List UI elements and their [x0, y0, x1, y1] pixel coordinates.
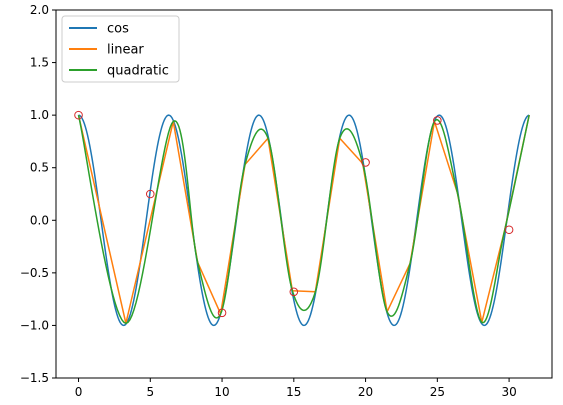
plot-frame [55, 9, 553, 379]
y-tick-label: 0.5 [30, 161, 49, 175]
series-line-cos [78, 114, 530, 327]
data-marker [361, 158, 370, 167]
y-tick-label: 0.0 [30, 213, 49, 227]
data-marker [74, 110, 83, 120]
x-tick-label: 20 [358, 385, 373, 399]
data-marker [433, 116, 442, 125]
x-tick-label: 5 [146, 385, 154, 399]
data-marker [145, 189, 155, 199]
y-tick-label: −1.5 [20, 371, 49, 385]
data-marker [217, 308, 227, 318]
legend-box [61, 15, 180, 83]
legend-label-linear: linear [107, 43, 144, 58]
plot-layer [74, 110, 530, 327]
legend-label-quadratic: quadratic [107, 64, 169, 79]
y-tick-label: 1.0 [30, 108, 49, 122]
y-tick-label: −1.0 [20, 318, 49, 332]
x-tick-label: 10 [214, 385, 229, 399]
x-tick-label: 0 [75, 385, 83, 399]
axis-ticks: 0 5 10 15 20 25 30 −1.5 −1.0 −0.5 0.0 0.5 1.0 1.5 2.0 [20, 3, 517, 399]
data-marker [504, 225, 514, 235]
y-tick-label: −0.5 [20, 266, 49, 280]
y-tick-label: 2.0 [30, 3, 49, 17]
data-marker [289, 287, 299, 297]
x-tick-label: 15 [286, 385, 301, 399]
legend-label-cos: cos [107, 22, 129, 37]
y-tick-label: 1.5 [30, 56, 49, 70]
series-line-quadratic [77, 114, 530, 325]
x-tick-label: 25 [430, 385, 445, 399]
legend: cos linear quadratic [61, 15, 180, 83]
x-tick-label: 30 [501, 385, 516, 399]
